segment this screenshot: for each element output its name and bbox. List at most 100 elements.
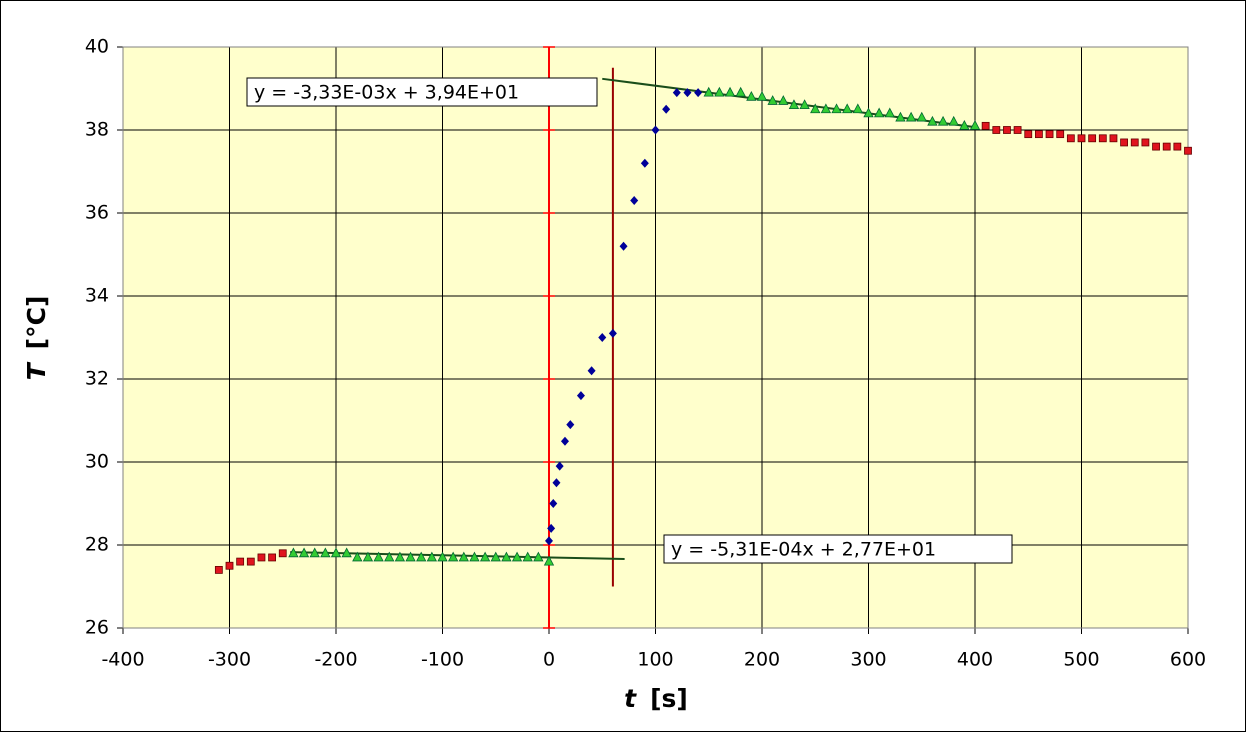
point [810, 103, 821, 114]
point [788, 99, 800, 109]
point [608, 328, 617, 338]
point [619, 241, 628, 251]
point [362, 551, 374, 562]
point [555, 461, 564, 471]
point [587, 366, 596, 376]
point [884, 107, 895, 118]
point [236, 557, 245, 566]
point [522, 551, 533, 562]
point [937, 115, 949, 126]
point [905, 111, 917, 122]
point [479, 551, 491, 562]
equation-label: y = -3,33E-03x + 3,94E+01 [254, 82, 519, 104]
point [533, 551, 544, 562]
series [288, 86, 981, 566]
point [1024, 130, 1033, 139]
y-tick-label: 36 [85, 202, 109, 224]
point [981, 121, 990, 130]
point [842, 103, 853, 114]
point [566, 420, 575, 430]
point [735, 86, 746, 97]
point [547, 523, 556, 533]
point [1066, 134, 1075, 143]
point [341, 547, 352, 558]
point [1152, 142, 1160, 151]
point [1013, 126, 1022, 134]
point [662, 104, 671, 114]
point [373, 551, 384, 562]
point [873, 107, 885, 118]
point [214, 566, 223, 574]
y-axis-label: T [°C] [22, 296, 51, 381]
point [278, 549, 287, 558]
point [756, 90, 768, 101]
point [1077, 134, 1086, 143]
point [1162, 142, 1171, 151]
point [576, 391, 585, 401]
point [640, 158, 649, 168]
point [1173, 142, 1182, 151]
point [501, 551, 512, 562]
series [545, 88, 703, 546]
point [246, 557, 255, 566]
point [683, 88, 692, 98]
point [447, 551, 459, 562]
point [511, 551, 523, 562]
point [831, 103, 842, 114]
point [405, 551, 416, 562]
point [268, 553, 277, 562]
point [1120, 138, 1128, 147]
x-axis-symbol: t [624, 684, 637, 713]
y-tick-label: 32 [85, 368, 109, 390]
point [545, 536, 553, 546]
y-tick-label: 30 [85, 451, 109, 473]
x-tick-label: -300 [208, 649, 251, 671]
point [490, 551, 501, 562]
point [863, 107, 874, 118]
point [895, 111, 906, 122]
point [1184, 146, 1192, 155]
point [543, 555, 555, 566]
x-tick-label: 600 [1170, 649, 1206, 671]
y-tick-label: 34 [85, 285, 109, 307]
point [560, 436, 569, 446]
point [948, 115, 959, 126]
point [916, 111, 927, 122]
point [1098, 134, 1107, 143]
point [288, 547, 299, 558]
point [426, 551, 438, 562]
point [1130, 138, 1139, 147]
x-tick-label: 300 [850, 649, 886, 671]
y-axis-unit: [°C] [22, 296, 51, 350]
y-tick-label: 40 [85, 36, 109, 58]
x-tick-label: 100 [637, 649, 673, 671]
point [1045, 130, 1054, 139]
x-tick-label: 500 [1063, 649, 1099, 671]
y-tick-label: 28 [85, 534, 109, 556]
point [672, 88, 681, 98]
series [214, 121, 1192, 574]
point [1088, 134, 1097, 143]
point [549, 499, 558, 508]
point [703, 86, 714, 97]
equation-box [663, 534, 1013, 564]
x-tick-label: -200 [314, 649, 357, 671]
point [320, 547, 331, 558]
point [1141, 138, 1150, 147]
point [225, 561, 234, 570]
equation-label: y = -5,31E-04x + 2,77E+01 [671, 539, 936, 561]
point [630, 196, 639, 206]
x-axis-unit: [s] [650, 684, 688, 713]
point [852, 103, 864, 114]
point [384, 551, 395, 562]
point [746, 90, 757, 101]
point [469, 551, 480, 562]
y-tick-label: 38 [85, 119, 109, 141]
x-tick-label: -400 [101, 649, 144, 671]
point [330, 547, 342, 558]
point [767, 95, 778, 105]
point [552, 478, 561, 488]
point [927, 115, 938, 126]
point [458, 551, 469, 562]
point [1056, 130, 1065, 139]
